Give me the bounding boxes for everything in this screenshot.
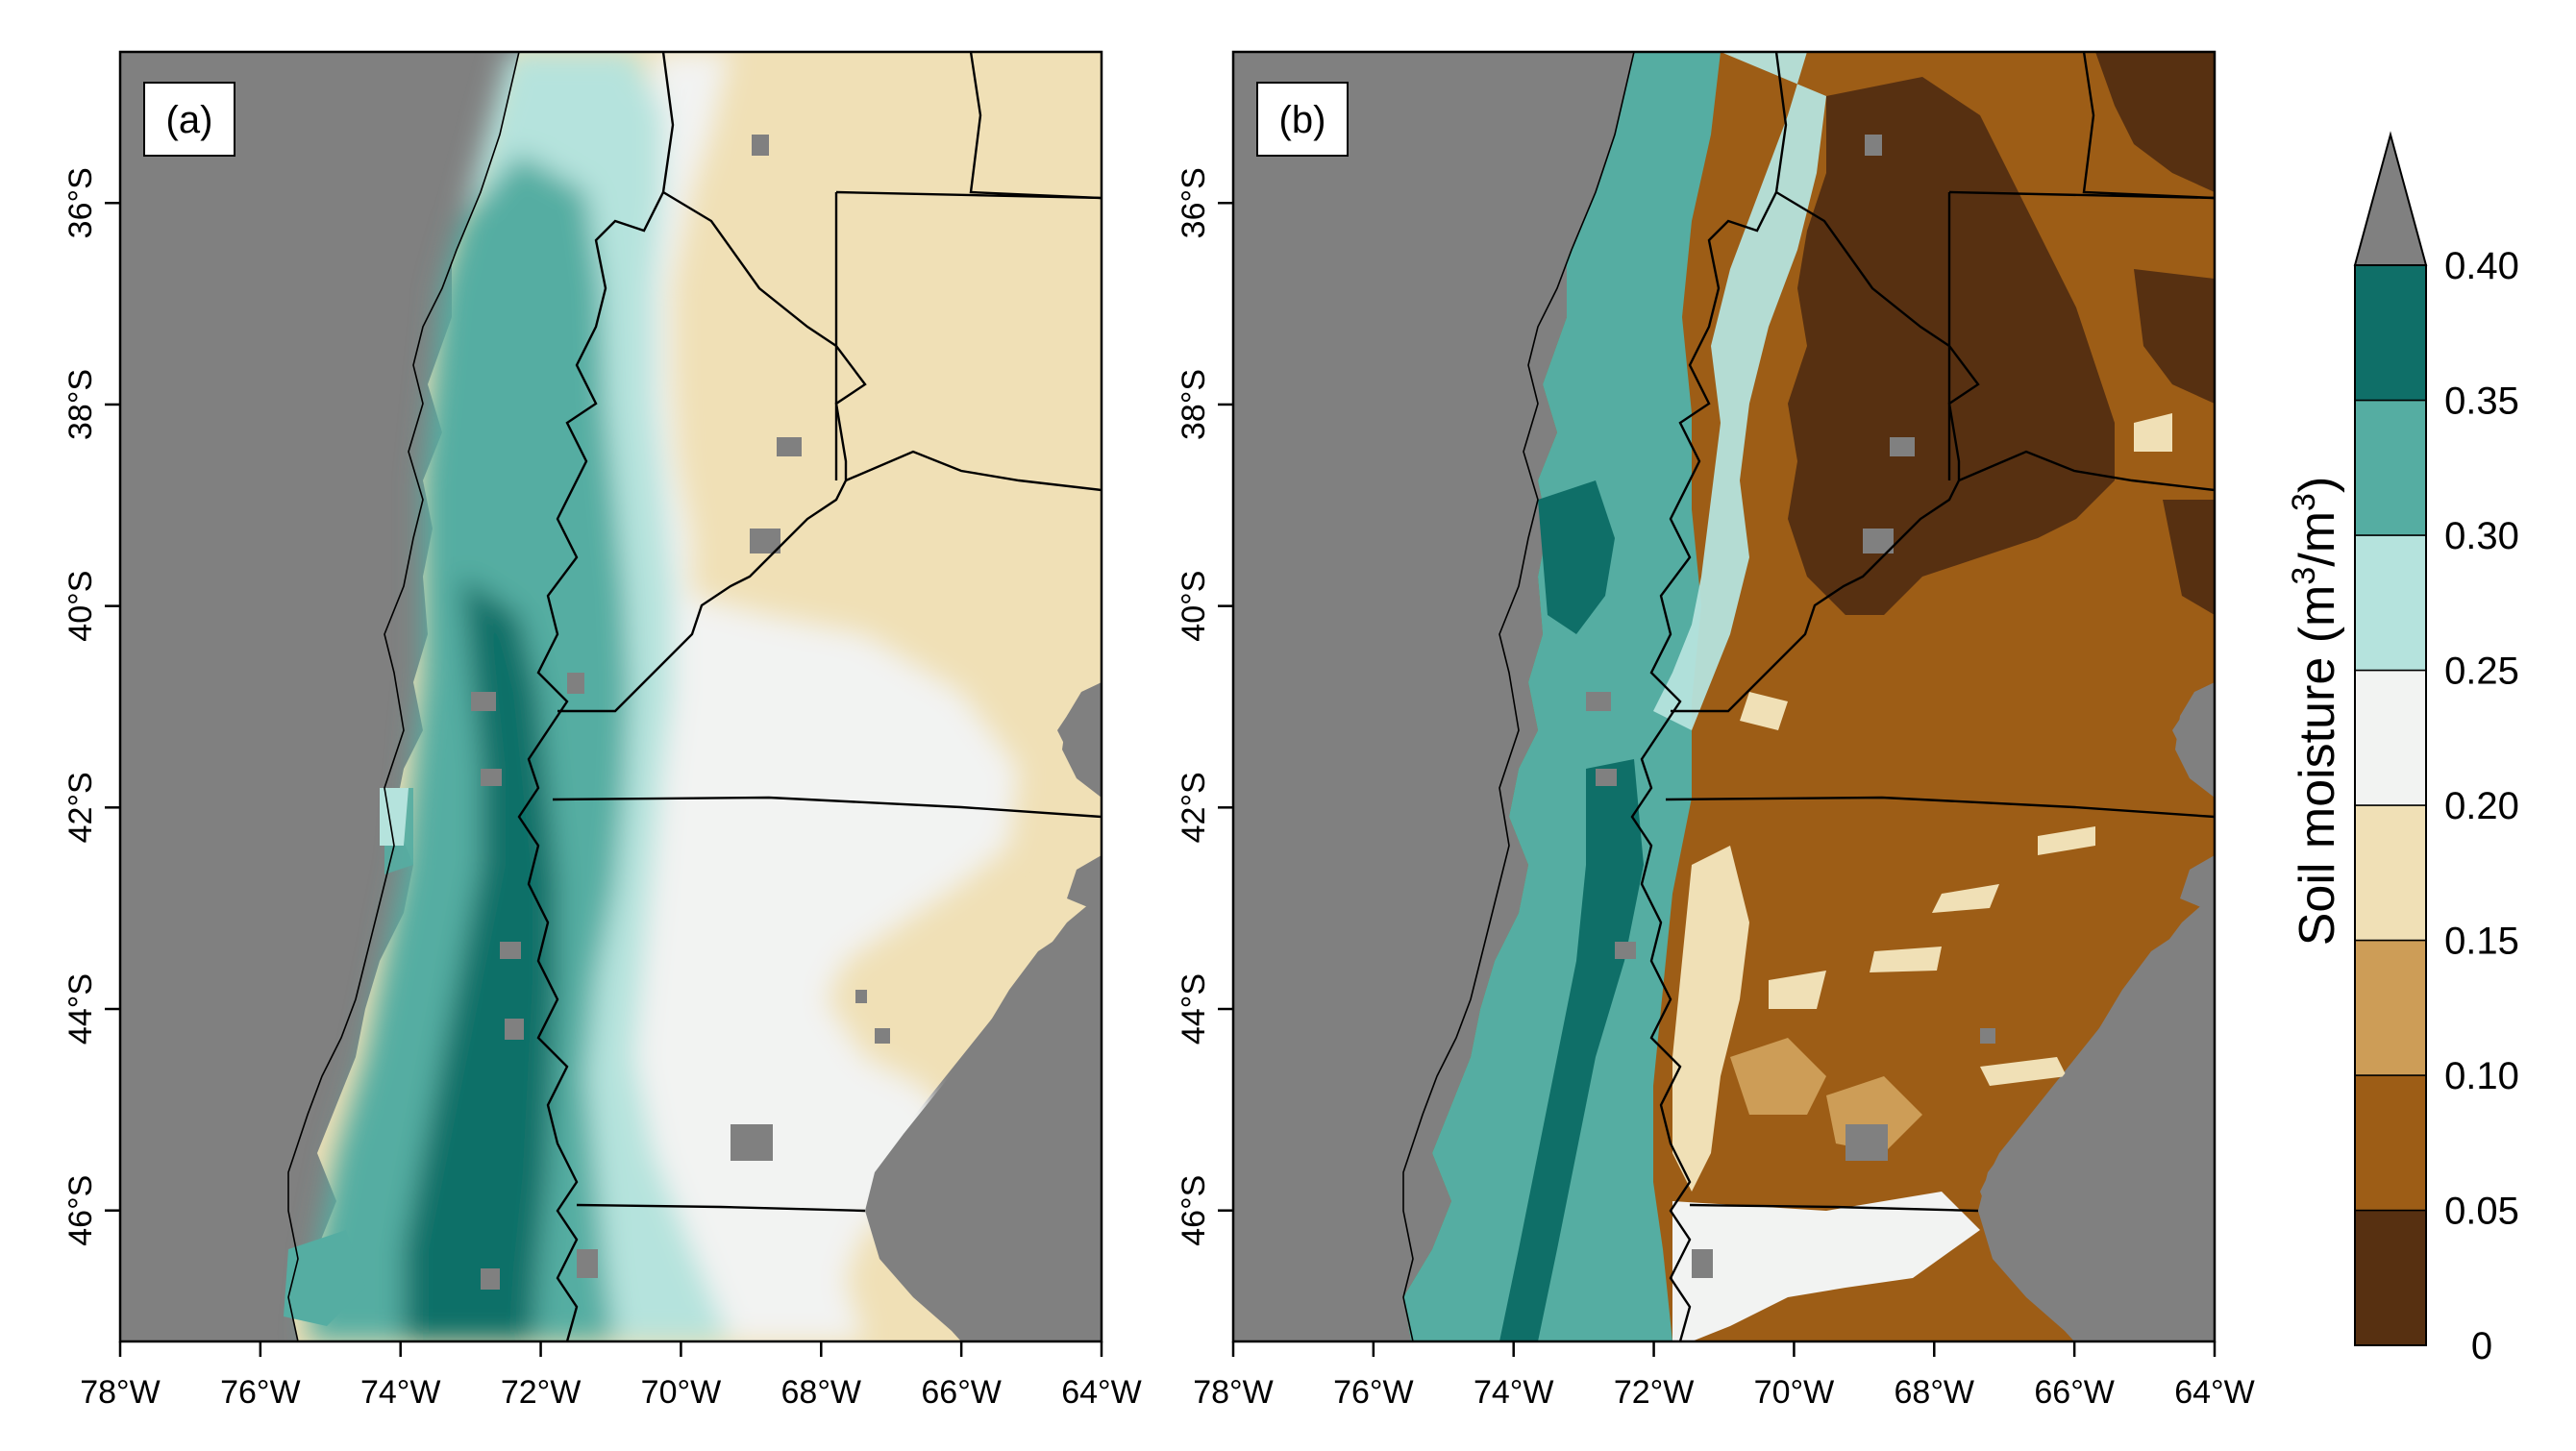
colorbar-tick-label: 0: [2471, 1325, 2492, 1367]
map-a-field: [120, 52, 1102, 1341]
y-tick-label: 46°S: [62, 1175, 99, 1246]
colorbar-bin: [2354, 534, 2427, 672]
colorbar-tick-label: 0.35: [2444, 381, 2519, 423]
atlantic-ocean: [865, 682, 1102, 1341]
borders-a: [517, 52, 1102, 1341]
y-tick-label: 36°S: [1176, 167, 1212, 238]
coastline-b: [1402, 52, 1635, 1341]
svg-text:(b): (b): [1279, 99, 1326, 141]
map-panel-a: (a) 78°W 76°W 74°W 72°W 70°W 68°W 66°W 64°W 36°S…: [62, 50, 1142, 1411]
very-dry-zones: [1788, 52, 2215, 615]
colorbar-tick-label: 0.25: [2444, 651, 2519, 693]
panel-label-a: (a): [143, 82, 235, 157]
map-b-frame: [1231, 50, 2217, 1343]
x-tick-label: 66°W: [921, 1374, 1002, 1411]
colorbar-tick-label: 0.20: [2444, 785, 2519, 827]
colorbar-tick-labels: 0 0.05 0.10 0.15 0.20 0.25 0.30 0.35 0.40: [2444, 245, 2519, 1367]
svg-text:(a): (a): [166, 99, 213, 141]
axis-ticks-a: 78°W 76°W 74°W 72°W 70°W 68°W 66°W 64°W 36°S 38°S…: [62, 167, 1142, 1411]
colorbar-tick-label: 0.10: [2444, 1055, 2519, 1097]
x-tick-label: 68°W: [1895, 1374, 1975, 1411]
x-tick-label: 72°W: [501, 1374, 582, 1411]
x-tick-label: 68°W: [781, 1374, 862, 1411]
colorbar-bins: [2354, 264, 2427, 1346]
colorbar-bin: [2354, 399, 2427, 536]
x-tick-label: 66°W: [2034, 1374, 2115, 1411]
colorbar-bin: [2354, 804, 2427, 942]
y-tick-label: 42°S: [62, 772, 99, 843]
map-a-frame: [118, 50, 1103, 1343]
y-tick-label: 40°S: [1176, 571, 1212, 642]
missing-patches: [1586, 135, 1995, 1278]
x-tick-label: 74°W: [360, 1374, 441, 1411]
x-tick-label: 70°W: [641, 1374, 722, 1411]
map-b-field: [1233, 52, 2215, 1341]
y-tick-label: 38°S: [1176, 369, 1212, 440]
colorbar-bin: [2354, 669, 2427, 806]
x-tick-label: 76°W: [220, 1374, 301, 1411]
missing-patches: [471, 135, 890, 1290]
borders-b: [1630, 52, 2215, 1341]
y-tick-label: 38°S: [62, 369, 99, 440]
y-tick-label: 46°S: [1176, 1175, 1212, 1246]
x-tick-label: 78°W: [1193, 1374, 1274, 1411]
colorbar-bin: [2354, 1209, 2427, 1346]
x-tick-label: 64°W: [1061, 1374, 1142, 1411]
colorbar-tick-label: 0.30: [2444, 515, 2519, 557]
y-tick-label: 42°S: [1176, 772, 1212, 843]
colorbar-bin: [2354, 939, 2427, 1076]
colorbar-tick-label: 0.40: [2444, 245, 2519, 287]
axis-ticks-b: 78°W 76°W 74°W 72°W 70°W 68°W 66°W 64°W 36°S 38°S…: [1176, 167, 2255, 1411]
x-tick-label: 76°W: [1333, 1374, 1414, 1411]
y-tick-label: 40°S: [62, 571, 99, 642]
colorbar-tick-label: 0.05: [2444, 1191, 2519, 1233]
x-tick-label: 78°W: [80, 1374, 161, 1411]
atlantic-ocean: [1978, 682, 2215, 1341]
map-panel-b: (b) 78°W 76°W 74°W 72°W 70°W 68°W 66°W 64°W 36°S…: [1176, 50, 2255, 1411]
y-tick-label: 36°S: [62, 167, 99, 238]
colorbar: 0 0.05 0.10 0.15 0.20 0.25 0.30 0.35 0.40 Soil m…: [2286, 131, 2519, 1367]
colorbar-bin: [2354, 1074, 2427, 1212]
colorbar-tick-label: 0.15: [2444, 921, 2519, 963]
x-tick-label: 74°W: [1474, 1374, 1554, 1411]
panel-label-b: (b): [1256, 82, 1349, 157]
coastline-a: [287, 52, 520, 1341]
x-tick-label: 72°W: [1614, 1374, 1695, 1411]
colorbar-over-triangle: [2353, 131, 2428, 266]
colorbar-title: Soil moisture (m3/m3): [2286, 477, 2345, 947]
x-tick-label: 70°W: [1754, 1374, 1835, 1411]
y-tick-label: 44°S: [1176, 973, 1212, 1045]
y-tick-label: 44°S: [62, 973, 99, 1045]
colorbar-bin: [2354, 264, 2427, 402]
x-tick-label: 64°W: [2174, 1374, 2255, 1411]
